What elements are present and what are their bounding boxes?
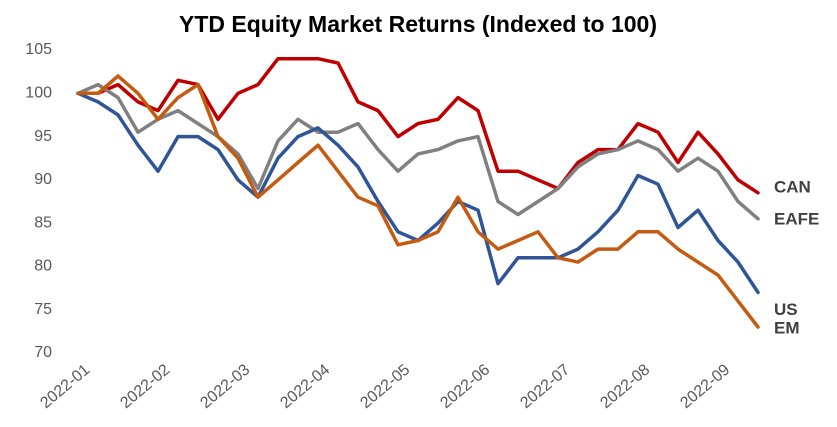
y-tick-label: 105: [25, 41, 52, 58]
series-label: US: [774, 300, 798, 319]
y-tick-label: 75: [34, 301, 52, 318]
x-tick-label: 2022-02: [117, 361, 173, 412]
x-tick-label: 2022-07: [517, 361, 573, 412]
x-tick-label: 2022-09: [677, 361, 733, 412]
x-tick-label: 2022-06: [437, 361, 493, 412]
y-tick-label: 85: [34, 214, 52, 231]
series-label: CAN: [774, 177, 811, 196]
x-tick-label: 2022-03: [197, 361, 253, 412]
y-tick-label: 90: [34, 171, 52, 188]
y-tick-label: 95: [34, 128, 52, 145]
x-tick-label: 2022-04: [277, 361, 333, 412]
series-line: [76, 82, 760, 221]
x-tick-label: 2022-05: [357, 361, 413, 412]
series-line: [76, 56, 760, 195]
series-label: EAFE: [774, 209, 819, 228]
series-label: EM: [774, 319, 800, 338]
y-tick-label: 80: [34, 258, 52, 275]
x-tick-label: 2022-08: [597, 361, 653, 412]
chart-title: YTD Equity Market Returns (Indexed to 10…: [179, 11, 657, 37]
series-line: [76, 74, 760, 329]
y-tick-label: 70: [34, 344, 52, 361]
x-tick-label: 2022-01: [37, 361, 93, 412]
y-tick-label: 100: [25, 85, 52, 102]
